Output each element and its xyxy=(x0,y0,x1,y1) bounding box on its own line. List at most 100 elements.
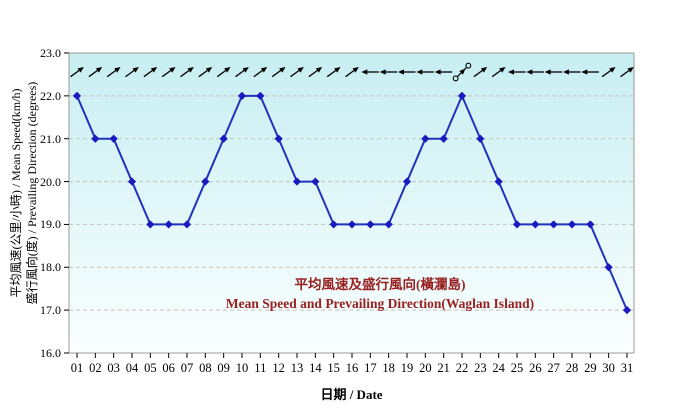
data-point-marker xyxy=(384,220,393,229)
x-tick-label: 25 xyxy=(510,361,524,375)
wind-arrow-ne xyxy=(235,69,246,78)
wind-arrow-ne-head xyxy=(279,67,286,73)
data-point-marker xyxy=(274,134,283,143)
y-tick-label: 16.0 xyxy=(40,346,61,360)
data-point-marker xyxy=(586,220,595,229)
wind-arrow-ne-head xyxy=(95,67,103,73)
y-tick-label: 19.0 xyxy=(40,217,61,232)
wind-arrow-w-head xyxy=(562,69,569,75)
wind-arrow-ne xyxy=(88,69,99,78)
data-point-marker xyxy=(311,177,320,186)
y-tick-label: 18.0 xyxy=(40,260,61,275)
data-point-marker xyxy=(512,220,522,229)
x-tick-label: 10 xyxy=(235,361,249,375)
wind-arrow-variable-head xyxy=(459,68,466,75)
y-tick-label: 20.0 xyxy=(40,174,61,189)
data-point-marker xyxy=(549,220,558,229)
data-point-marker xyxy=(292,177,302,186)
wind-arrow-ne xyxy=(143,69,154,78)
data-point-marker xyxy=(237,91,247,100)
wind-arrow-ne-head xyxy=(77,67,84,73)
data-point-marker xyxy=(109,134,118,143)
wind-arrow-ne-head xyxy=(260,67,268,73)
wind-arrow-ne xyxy=(161,69,173,78)
wind-arrow-w-head xyxy=(379,69,386,75)
wind-arrow-ne-head xyxy=(627,67,634,73)
x-tick-label: 07 xyxy=(180,361,194,375)
x-tick-label: 13 xyxy=(290,361,304,375)
chart-title: 平均風速及盛行風向(橫瀾島) Mean Speed and Prevailing… xyxy=(220,276,540,313)
wind-arrow-ne xyxy=(70,69,81,78)
x-tick-label: 02 xyxy=(89,361,102,375)
data-point-marker xyxy=(182,220,192,229)
wind-arrow-ne xyxy=(308,69,319,78)
x-tick-label: 18 xyxy=(382,361,395,375)
chart-title-zh: 平均風速及盛行風向(橫瀾島) xyxy=(294,277,466,292)
data-point-marker xyxy=(164,220,173,229)
wind-arrow-ne-head xyxy=(205,67,213,73)
x-axis-title: 日期 / Date xyxy=(320,387,383,402)
wind-arrow-ne xyxy=(620,69,631,78)
wind-arrow-ne-head xyxy=(334,67,341,73)
wind-arrow-ne xyxy=(253,69,264,78)
x-tick-label: 24 xyxy=(492,361,505,375)
wind-arrow-ne xyxy=(601,69,613,78)
chart-title-en: Mean Speed and Prevailing Direction(Wagl… xyxy=(225,296,535,311)
x-tick-label: 11 xyxy=(254,361,267,375)
x-tick-label: 14 xyxy=(309,361,322,375)
data-point-marker xyxy=(256,91,265,100)
wind-arrow-ne-head xyxy=(132,67,139,73)
x-tick-label: 03 xyxy=(107,361,120,375)
data-point-marker xyxy=(366,220,375,229)
data-point-marker xyxy=(567,220,577,229)
y-tick-label: 22.0 xyxy=(40,88,61,103)
wind-arrow-ne-head xyxy=(224,67,231,73)
x-tick-label: 05 xyxy=(144,361,157,375)
wind-arrow-ne xyxy=(491,69,503,78)
data-point-marker xyxy=(146,220,155,229)
data-point-marker xyxy=(91,134,100,143)
x-tick-label: 21 xyxy=(437,361,450,375)
data-point-marker xyxy=(531,220,540,229)
wind-arrow-ne xyxy=(198,69,209,78)
wind-arrow-ne-head xyxy=(187,67,194,73)
data-point-marker xyxy=(329,220,338,229)
wind-arrow-ne xyxy=(271,69,283,78)
wind-arrow-ne xyxy=(326,69,338,78)
wind-arrow-w-head xyxy=(526,69,533,75)
x-tick-label: 29 xyxy=(584,361,597,375)
x-tick-label: 30 xyxy=(602,361,615,375)
x-tick-label: 27 xyxy=(547,361,560,375)
x-tick-label: 20 xyxy=(419,361,432,375)
wind-arrow-ne xyxy=(216,69,228,78)
data-point-marker xyxy=(439,134,448,143)
wind-arrow-w-head xyxy=(416,69,423,75)
x-tick-label: 19 xyxy=(400,361,414,375)
wind-arrow-ne-head xyxy=(352,67,359,73)
data-point-marker xyxy=(494,177,503,186)
x-tick-label: 12 xyxy=(272,361,285,375)
wind-arrow-w-head xyxy=(581,69,588,75)
wind-arrow-ne-head xyxy=(499,67,506,73)
data-point-marker xyxy=(72,91,82,100)
x-tick-label: 09 xyxy=(217,361,230,375)
x-tick-label: 23 xyxy=(474,361,487,375)
data-point-marker xyxy=(622,306,632,315)
wind-arrow-ne xyxy=(473,69,484,78)
wind-arrow-variable-circle xyxy=(465,62,472,69)
wind-arrow-w-head xyxy=(361,69,368,75)
wind-arrow-ne-head xyxy=(480,67,488,73)
data-point-marker xyxy=(402,177,412,186)
wind-arrow-ne xyxy=(345,69,356,78)
wind-arrow-ne xyxy=(290,69,301,78)
x-tick-label: 16 xyxy=(345,361,359,375)
plot-area-background xyxy=(68,52,635,354)
data-point-marker xyxy=(347,220,357,229)
x-tick-label: 15 xyxy=(327,361,340,375)
x-tick-label: 28 xyxy=(565,361,579,375)
wind-arrow-w-head xyxy=(397,69,404,75)
wind-arrow-ne-head xyxy=(297,67,304,73)
data-point-marker xyxy=(457,91,467,100)
